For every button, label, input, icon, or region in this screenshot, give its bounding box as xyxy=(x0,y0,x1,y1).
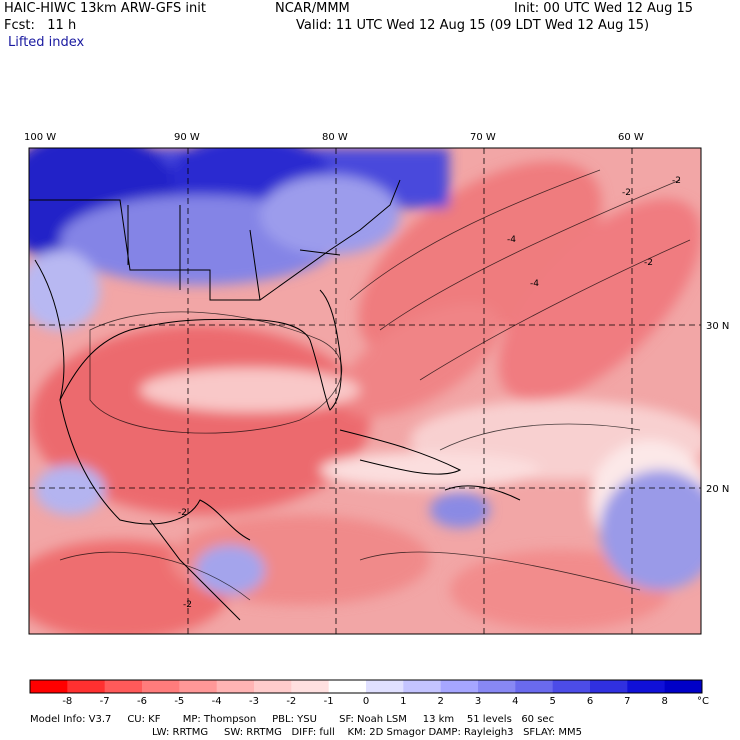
longitude-label: 100 W xyxy=(24,132,56,143)
colorbar-tick-label: -7 xyxy=(100,696,110,707)
colorbar-swatch xyxy=(291,680,330,693)
colorbar-swatch xyxy=(552,680,591,693)
colorbar-tick-label: -4 xyxy=(212,696,222,707)
colorbar-tick-label: 0 xyxy=(363,696,369,707)
latitude-label: 20 N xyxy=(706,484,729,495)
colorbar-swatch xyxy=(104,680,143,693)
latitude-label: 30 N xyxy=(706,321,729,332)
colorbar-tick-label: 1 xyxy=(400,696,406,707)
colorbar-tick-label: -5 xyxy=(174,696,184,707)
colorbar-swatch xyxy=(515,680,554,693)
colorbar-swatch xyxy=(254,680,292,693)
forecast-hour: Fcst: 11 h xyxy=(4,18,77,33)
colorbar-tick-label: -3 xyxy=(249,696,259,707)
model-title: HAIC-HIWC 13km ARW-GFS init xyxy=(4,1,206,16)
colorbar-tick-label: 7 xyxy=(624,696,630,707)
contour-label: -4 xyxy=(507,235,516,245)
colorbar-tick-label: 6 xyxy=(587,696,593,707)
latlon-grid xyxy=(29,148,701,634)
colorbar-swatch xyxy=(664,680,703,693)
colorbar-swatch xyxy=(142,680,180,693)
colorbar-tick-label: -8 xyxy=(62,696,72,707)
colorbar-swatch xyxy=(30,680,68,693)
model-info-line2: LW: RRTMG SW: RRTMG DIFF: full KM: 2D Sm… xyxy=(152,727,582,738)
colorbar-tick-label: 2 xyxy=(437,696,443,707)
contour-label: -2 xyxy=(178,508,187,518)
colorbar-swatch xyxy=(366,680,404,693)
colorbar-frame xyxy=(29,679,703,694)
colorbar-tick-label: 4 xyxy=(512,696,518,707)
colorbar-unit: °C xyxy=(697,696,709,707)
contour-label: -2 xyxy=(672,176,681,186)
init-time: Init: 00 UTC Wed 12 Aug 15 xyxy=(514,1,694,16)
model-info-line1: Model Info: V3.7 CU: KF MP: Thompson PBL… xyxy=(30,714,555,725)
colorbar-tick-label: 3 xyxy=(475,696,481,707)
colorbar-tick-label: 8 xyxy=(661,696,667,707)
colorbar-swatch xyxy=(627,680,666,693)
lifted-index-field xyxy=(29,148,701,634)
colorbar-swatch xyxy=(590,680,628,693)
colorbar-swatch xyxy=(216,680,255,693)
colorbar: -8 -7 -6 -5 -4 -3 -2 -1 0 1 2 3 4 5 6 7 8 °C xyxy=(29,679,709,707)
colorbar-tick-label: -2 xyxy=(286,696,296,707)
contour-label: -2 xyxy=(622,188,631,198)
colorbar-tick-label: -6 xyxy=(137,696,147,707)
valid-time: Valid: 11 UTC Wed 12 Aug 15 (09 LDT Wed … xyxy=(296,18,650,33)
colorbar-swatch xyxy=(403,680,442,693)
org-label: NCAR/MMM xyxy=(275,1,350,16)
contour-label: -2 xyxy=(644,258,653,268)
field-name: Lifted index xyxy=(8,35,85,50)
colorbar-swatch xyxy=(328,680,367,693)
colorbar-swatch xyxy=(440,680,479,693)
colorbar-swatch xyxy=(179,680,218,693)
longitude-label: 70 W xyxy=(470,132,496,143)
coastlines xyxy=(29,179,521,621)
contour-label: -4 xyxy=(530,279,539,289)
colorbar-swatch xyxy=(67,680,106,693)
colorbar-tick-label: -1 xyxy=(324,696,334,707)
longitude-label: 90 W xyxy=(174,132,200,143)
contour-label: -2 xyxy=(183,600,192,610)
longitude-label: 80 W xyxy=(322,132,348,143)
colorbar-tick-label: 5 xyxy=(549,696,555,707)
colorbar-swatch xyxy=(478,680,516,693)
longitude-label: 60 W xyxy=(618,132,644,143)
map-frame xyxy=(28,147,702,635)
contour-lines xyxy=(59,169,691,601)
